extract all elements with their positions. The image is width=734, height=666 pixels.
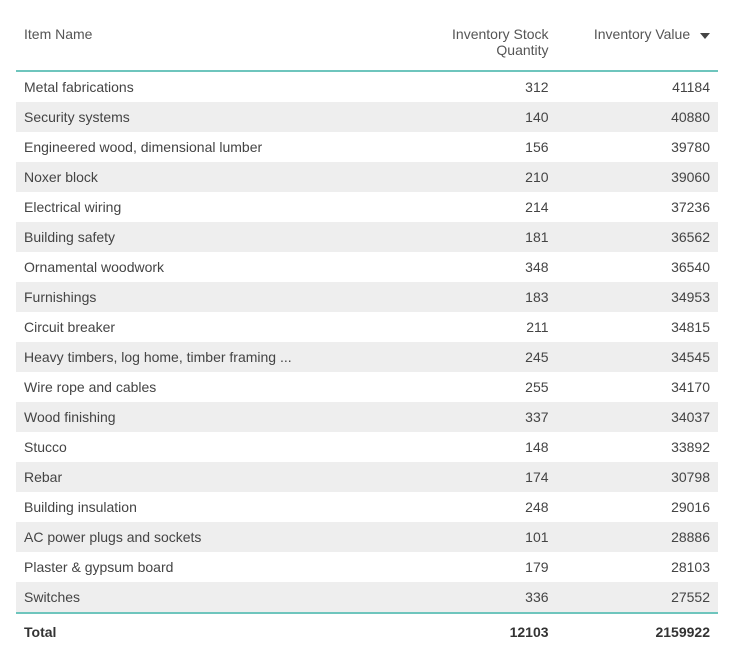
cell-stock-qty: 211 [395,312,556,342]
total-qty: 12103 [395,613,556,650]
cell-item-name: Building safety [16,222,395,252]
cell-inventory-value: 34953 [557,282,718,312]
cell-stock-qty: 312 [395,71,556,102]
column-header-label: Inventory Stock Quantity [452,26,549,58]
cell-stock-qty: 179 [395,552,556,582]
table-row[interactable]: Noxer block21039060 [16,162,718,192]
table-row[interactable]: Heavy timbers, log home, timber framing … [16,342,718,372]
column-header-inventory-value[interactable]: Inventory Value [557,16,718,71]
cell-item-name: AC power plugs and sockets [16,522,395,552]
cell-stock-qty: 348 [395,252,556,282]
table-row[interactable]: Ornamental woodwork34836540 [16,252,718,282]
cell-inventory-value: 41184 [557,71,718,102]
cell-item-name: Security systems [16,102,395,132]
cell-stock-qty: 336 [395,582,556,613]
cell-inventory-value: 28103 [557,552,718,582]
table-row[interactable]: Engineered wood, dimensional lumber15639… [16,132,718,162]
table-row[interactable]: Building insulation24829016 [16,492,718,522]
table-row[interactable]: Metal fabrications31241184 [16,71,718,102]
cell-item-name: Wire rope and cables [16,372,395,402]
table-row[interactable]: Electrical wiring21437236 [16,192,718,222]
table-row[interactable]: Switches33627552 [16,582,718,613]
cell-item-name: Building insulation [16,492,395,522]
cell-inventory-value: 36540 [557,252,718,282]
cell-item-name: Plaster & gypsum board [16,552,395,582]
cell-inventory-value: 39780 [557,132,718,162]
cell-stock-qty: 245 [395,342,556,372]
table-row[interactable]: Stucco14833892 [16,432,718,462]
cell-inventory-value: 34170 [557,372,718,402]
cell-stock-qty: 148 [395,432,556,462]
table-row[interactable]: Wire rope and cables25534170 [16,372,718,402]
cell-stock-qty: 156 [395,132,556,162]
cell-inventory-value: 39060 [557,162,718,192]
cell-inventory-value: 33892 [557,432,718,462]
inventory-table: Item Name Inventory Stock Quantity Inven… [16,16,718,650]
total-label: Total [16,613,395,650]
table-row[interactable]: Building safety18136562 [16,222,718,252]
total-value: 2159922 [557,613,718,650]
cell-stock-qty: 183 [395,282,556,312]
total-row: Total 12103 2159922 [16,613,718,650]
header-row: Item Name Inventory Stock Quantity Inven… [16,16,718,71]
cell-stock-qty: 255 [395,372,556,402]
cell-item-name: Electrical wiring [16,192,395,222]
column-header-label: Inventory Value [594,26,690,42]
cell-inventory-value: 29016 [557,492,718,522]
table-row[interactable]: Furnishings18334953 [16,282,718,312]
column-header-stock-qty[interactable]: Inventory Stock Quantity [395,16,556,71]
cell-item-name: Ornamental woodwork [16,252,395,282]
table-row[interactable]: Rebar17430798 [16,462,718,492]
cell-inventory-value: 37236 [557,192,718,222]
table-row[interactable]: AC power plugs and sockets10128886 [16,522,718,552]
cell-stock-qty: 174 [395,462,556,492]
column-header-item-name[interactable]: Item Name [16,16,395,71]
cell-inventory-value: 36562 [557,222,718,252]
table-row[interactable]: Security systems14040880 [16,102,718,132]
cell-stock-qty: 214 [395,192,556,222]
cell-item-name: Metal fabrications [16,71,395,102]
column-header-label: Item Name [24,26,92,42]
cell-item-name: Switches [16,582,395,613]
sort-desc-icon [700,33,710,39]
cell-inventory-value: 34037 [557,402,718,432]
cell-stock-qty: 210 [395,162,556,192]
cell-inventory-value: 28886 [557,522,718,552]
table-row[interactable]: Circuit breaker21134815 [16,312,718,342]
cell-stock-qty: 101 [395,522,556,552]
table-row[interactable]: Plaster & gypsum board17928103 [16,552,718,582]
cell-item-name: Rebar [16,462,395,492]
cell-stock-qty: 337 [395,402,556,432]
cell-item-name: Engineered wood, dimensional lumber [16,132,395,162]
cell-item-name: Circuit breaker [16,312,395,342]
cell-inventory-value: 40880 [557,102,718,132]
cell-stock-qty: 140 [395,102,556,132]
cell-item-name: Wood finishing [16,402,395,432]
table-row[interactable]: Wood finishing33734037 [16,402,718,432]
cell-inventory-value: 34815 [557,312,718,342]
cell-item-name: Heavy timbers, log home, timber framing … [16,342,395,372]
cell-item-name: Noxer block [16,162,395,192]
cell-stock-qty: 181 [395,222,556,252]
cell-inventory-value: 30798 [557,462,718,492]
cell-item-name: Stucco [16,432,395,462]
cell-item-name: Furnishings [16,282,395,312]
cell-stock-qty: 248 [395,492,556,522]
cell-inventory-value: 34545 [557,342,718,372]
cell-inventory-value: 27552 [557,582,718,613]
